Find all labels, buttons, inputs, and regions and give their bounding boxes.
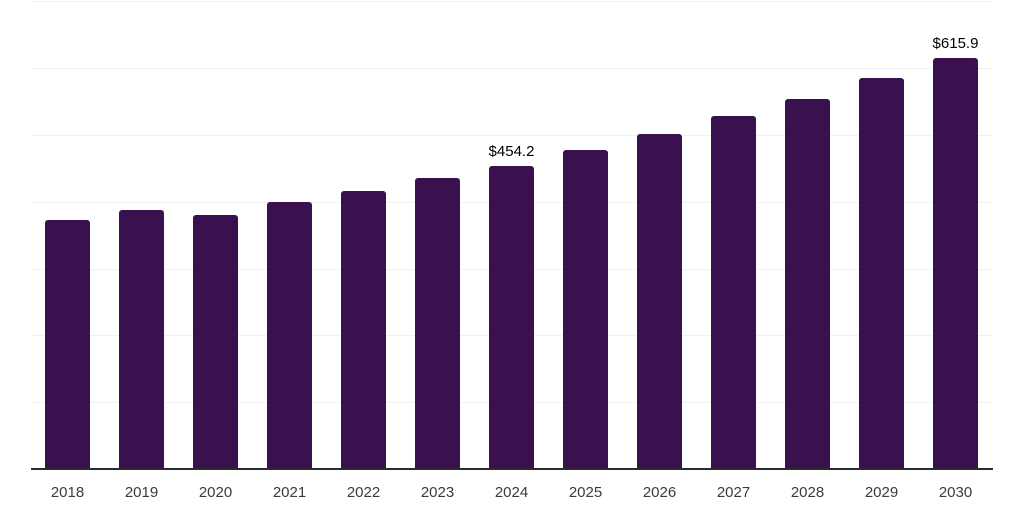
x-tick-label-2026: 2026 (642, 484, 677, 501)
data-label-2024: $454.2 (488, 143, 535, 160)
x-tick-label-2022: 2022 (346, 484, 381, 501)
bar-2021 (267, 202, 312, 469)
x-tick-label-2030: 2030 (938, 484, 973, 501)
gridline-600 (31, 68, 993, 69)
bar-2019 (119, 210, 164, 469)
x-tick-label-2018: 2018 (50, 484, 85, 501)
bar-2024 (489, 166, 534, 469)
bar-2028 (785, 99, 830, 469)
x-tick-label-2023: 2023 (420, 484, 455, 501)
x-tick-label-2024: 2024 (494, 484, 529, 501)
x-tick-label-2019: 2019 (124, 484, 159, 501)
x-tick-label-2029: 2029 (864, 484, 899, 501)
bar-2018 (45, 220, 90, 469)
bar-2023 (415, 178, 460, 469)
bar-2029 (859, 78, 904, 469)
gridline-500 (31, 135, 993, 136)
bar-2030 (933, 58, 978, 469)
x-axis-line (31, 468, 993, 470)
bar-2020 (193, 215, 238, 469)
x-tick-label-2028: 2028 (790, 484, 825, 501)
bar-2027 (711, 116, 756, 469)
gridline-700 (31, 1, 993, 2)
x-tick-label-2025: 2025 (568, 484, 603, 501)
bar-2025 (563, 150, 608, 469)
x-tick-label-2027: 2027 (716, 484, 751, 501)
bar-2022 (341, 191, 386, 469)
bar-2026 (637, 134, 682, 469)
x-tick-label-2021: 2021 (272, 484, 307, 501)
x-tick-label-2020: 2020 (198, 484, 233, 501)
data-label-2030: $615.9 (932, 35, 979, 52)
plot-area: $454.2 $615.9 (31, 0, 993, 470)
